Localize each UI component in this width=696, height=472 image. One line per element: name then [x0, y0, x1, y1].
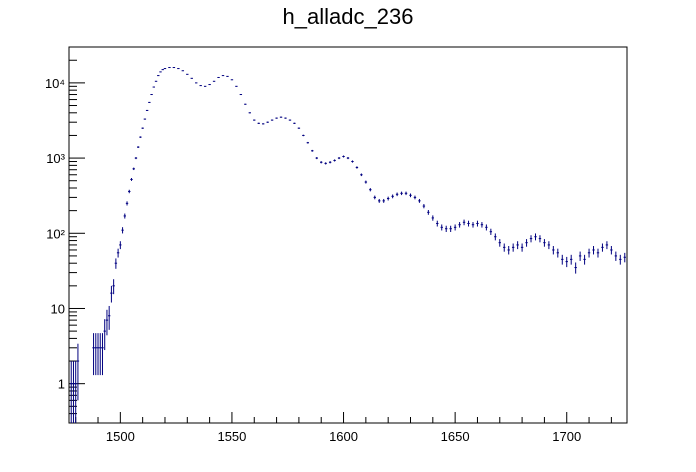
x-tick-label: 1650 [441, 429, 470, 444]
y-tick-label: 10² [46, 226, 65, 241]
x-tick-label: 1500 [106, 429, 135, 444]
chart-title: h_alladc_236 [282, 4, 414, 29]
y-tick-label: 10³ [46, 151, 65, 166]
y-tick-label: 1 [58, 377, 65, 392]
data-points [70, 67, 626, 423]
y-tick-label: 10 [51, 301, 65, 316]
x-tick-label: 1550 [217, 429, 246, 444]
plot-frame [68, 46, 628, 424]
y-tick-label: 10⁴ [45, 76, 65, 91]
axes: 1500 1550 1600 1650 1700 1 10 10² 10³ 10⁴ [45, 46, 612, 444]
x-tick-label: 1600 [329, 429, 358, 444]
x-tick-label: 1700 [552, 429, 581, 444]
